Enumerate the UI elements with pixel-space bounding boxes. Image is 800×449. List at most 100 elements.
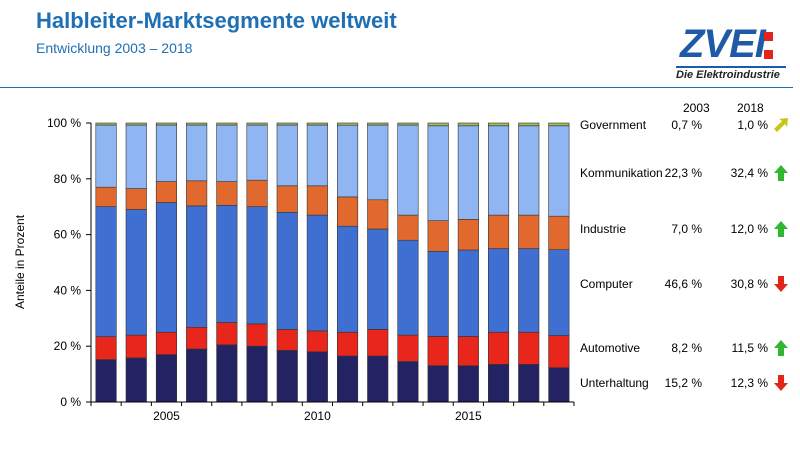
value-2018: 12,3 %: [730, 376, 768, 390]
bar-segment-computer-2005: [155, 202, 177, 333]
bar-segment-computer-2003: [95, 206, 117, 337]
trend-up-icon: [774, 165, 788, 181]
bar-segment-unterhaltung-2012: [367, 355, 389, 403]
logo-underline: [676, 66, 786, 68]
bar-segment-unterhaltung-2011: [336, 355, 359, 403]
value-2003: 22,3 %: [664, 166, 702, 180]
bar-segment-kommunikation-2007: [216, 124, 238, 182]
bar-segment-kommunikation-2015: [457, 125, 479, 220]
logo-colon-mark: [764, 30, 774, 62]
bar-segment-government-2014: [427, 122, 449, 127]
bar-segment-industrie-2003: [95, 186, 117, 207]
value-2003: 46,6 %: [664, 277, 702, 291]
bar-segment-automotive-2005: [155, 331, 177, 355]
bar-segment-kommunikation-2012: [367, 124, 389, 201]
page-subtitle: Entwicklung 2003 – 2018: [36, 40, 193, 56]
bar-segment-government-2008: [246, 122, 268, 126]
bar-segment-kommunikation-2017: [518, 125, 540, 216]
y-tick-label: 40 %: [54, 283, 82, 297]
logo-wordmark: ZVEI: [680, 22, 766, 66]
logo-tagline: Die Elektroindustrie: [676, 69, 780, 81]
value-2018: 30,8 %: [730, 277, 768, 291]
bar-segment-government-2006: [186, 122, 208, 126]
bar-segment-industrie-2009: [276, 185, 298, 213]
bar-segment-unterhaltung-2003: [95, 359, 117, 403]
y-tick-label: 60 %: [54, 228, 82, 242]
bar-segment-automotive-2007: [216, 322, 238, 346]
bar-segment-industrie-2005: [155, 181, 177, 203]
bar-segment-unterhaltung-2015: [457, 365, 479, 403]
bar-segment-automotive-2003: [95, 336, 117, 360]
bar-segment-government-2007: [216, 122, 238, 126]
x-tick-label: 2015: [455, 409, 482, 423]
segment-label: Government: [580, 118, 647, 132]
bar-segment-automotive-2017: [518, 331, 540, 365]
bar-segment-unterhaltung-2009: [276, 350, 298, 403]
bar-segment-government-2012: [367, 122, 389, 126]
bar-segment-government-2016: [487, 122, 510, 127]
value-2003: 15,2 %: [664, 376, 702, 390]
bar-segment-industrie-2016: [487, 214, 510, 249]
bar-segment-computer-2006: [186, 205, 208, 328]
bar-segment-industrie-2017: [518, 214, 540, 249]
bar-segment-automotive-2014: [427, 336, 449, 366]
trend-up-icon: [774, 221, 788, 237]
bar-segment-computer-2010: [306, 214, 328, 332]
bar-segment-unterhaltung-2008: [246, 345, 268, 403]
bar-segment-government-2013: [397, 122, 419, 126]
segment-label: Unterhaltung: [580, 376, 649, 390]
column-header-2018: 2018: [737, 101, 764, 115]
bar-segment-automotive-2015: [457, 336, 479, 366]
segment-label: Kommunikation: [580, 166, 663, 180]
bar-segment-computer-2018: [548, 249, 570, 336]
bar-segment-government-2009: [276, 122, 298, 126]
bar-segment-industrie-2015: [457, 219, 479, 251]
bar-segment-kommunikation-2014: [427, 125, 449, 222]
bar-segment-kommunikation-2005: [155, 124, 177, 182]
bar-segment-automotive-2011: [336, 331, 359, 357]
trend-up-right-icon: [774, 118, 788, 132]
bar-segment-kommunikation-2013: [397, 124, 419, 216]
bar-segment-industrie-2008: [246, 179, 268, 207]
bar-segment-industrie-2010: [306, 185, 328, 216]
y-tick-label: 0 %: [60, 395, 81, 409]
bar-segment-automotive-2013: [397, 334, 419, 362]
segment-label: Industrie: [580, 222, 627, 236]
value-2018: 1,0 %: [737, 118, 768, 132]
bar-segment-automotive-2004: [125, 334, 147, 359]
bar-segment-unterhaltung-2016: [487, 363, 510, 403]
bar-segment-government-2004: [125, 122, 147, 126]
bar-segment-computer-2016: [487, 248, 510, 333]
bar-segment-automotive-2008: [246, 323, 268, 347]
segment-label: Automotive: [580, 341, 641, 355]
bar-segment-kommunikation-2008: [246, 124, 268, 181]
bar-segment-unterhaltung-2004: [125, 357, 147, 403]
y-tick-label: 100 %: [47, 116, 81, 130]
trend-up-icon: [774, 340, 788, 356]
bar-segment-computer-2013: [397, 239, 419, 336]
bar-segment-unterhaltung-2006: [186, 348, 208, 403]
bar-segment-automotive-2018: [548, 335, 570, 369]
bar-segment-computer-2011: [336, 225, 359, 333]
y-tick-label: 20 %: [54, 339, 82, 353]
bar-segment-unterhaltung-2007: [216, 344, 238, 403]
bar-segment-unterhaltung-2014: [427, 365, 449, 403]
bar-segment-industrie-2006: [186, 180, 208, 207]
bar-segment-government-2010: [306, 122, 328, 126]
column-header-2003: 2003: [683, 101, 710, 115]
bar-segment-industrie-2011: [336, 196, 359, 227]
bar-segment-automotive-2009: [276, 329, 298, 351]
bar-segment-kommunikation-2016: [487, 125, 510, 216]
bar-segment-unterhaltung-2005: [155, 354, 177, 403]
trend-down-icon: [774, 276, 788, 292]
bar-segment-computer-2017: [518, 248, 540, 333]
bar-segment-government-2018: [548, 122, 570, 127]
bar-segment-unterhaltung-2013: [397, 361, 419, 403]
bar-segment-computer-2008: [246, 206, 268, 325]
y-axis-title: Anteile in Prozent: [13, 214, 27, 310]
bar-segment-kommunikation-2003: [95, 124, 117, 188]
bar-segment-automotive-2016: [487, 331, 510, 365]
trend-down-icon: [774, 375, 788, 391]
x-tick-label: 2010: [304, 409, 331, 423]
